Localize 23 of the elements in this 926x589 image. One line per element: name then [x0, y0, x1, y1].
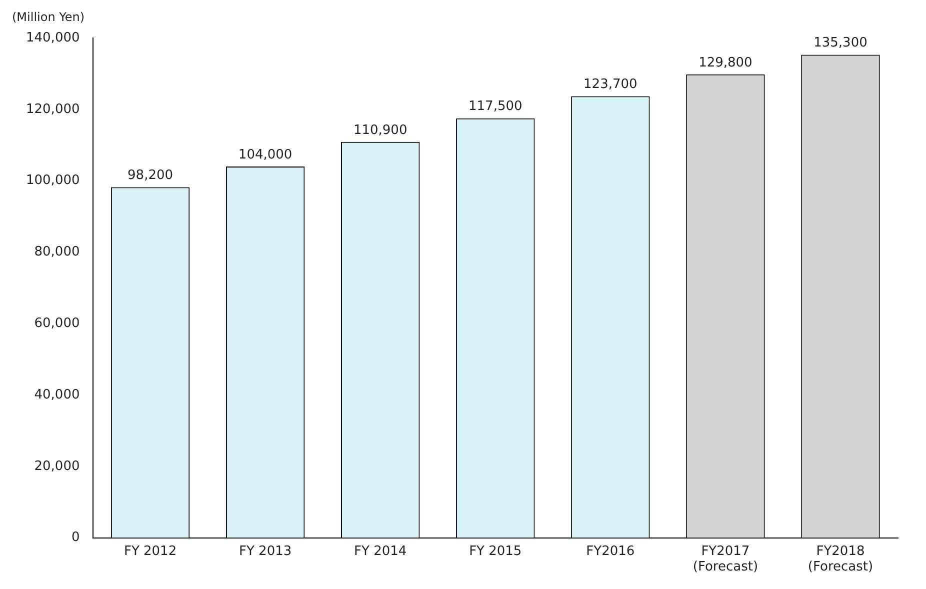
y-axis-title: (Million Yen) — [12, 10, 85, 24]
data-label: 104,000 — [238, 147, 292, 162]
y-tick-label: 120,000 — [26, 102, 80, 117]
x-tick-label: FY 2015 — [469, 544, 522, 559]
x-tick-label: FY2017 (Forecast) — [692, 544, 758, 575]
y-tick-label: 80,000 — [34, 244, 80, 260]
x-tick-label: FY2018 (Forecast) — [808, 544, 874, 575]
data-label: 110,900 — [353, 122, 408, 138]
data-label: 135,300 — [814, 36, 868, 51]
y-tick-label: 100,000 — [26, 173, 80, 188]
y-tick-label: 140,000 — [26, 30, 80, 46]
y-tick-label: 40,000 — [34, 387, 80, 402]
x-tick-label: FY 2013 — [238, 544, 292, 559]
x-tick-label: FY 2014 — [354, 544, 407, 559]
data-label: 98,200 — [128, 168, 174, 184]
data-label: 117,500 — [468, 99, 522, 114]
x-tick-label: FY 2012 — [124, 544, 177, 559]
y-tick-label: 0 — [71, 530, 80, 546]
x-tick-label: FY2016 — [586, 544, 635, 559]
y-tick-label: 20,000 — [34, 458, 80, 474]
data-label: 123,700 — [584, 77, 638, 92]
y-tick-label: 60,000 — [34, 316, 80, 331]
data-label: 129,800 — [698, 55, 752, 70]
